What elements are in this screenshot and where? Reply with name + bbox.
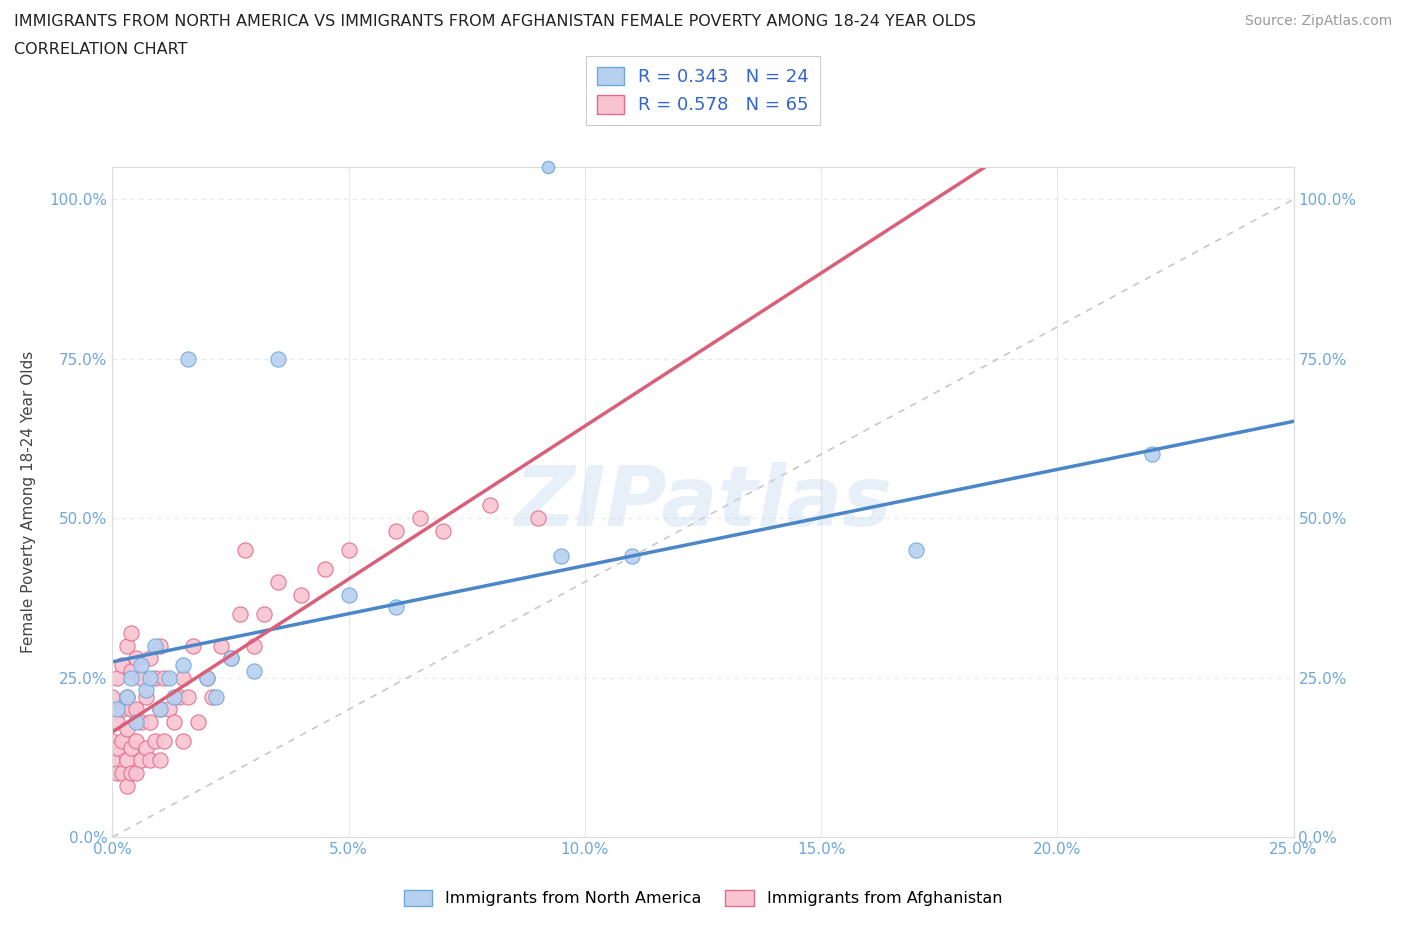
Point bbox=[253, 606, 276, 621]
Point bbox=[111, 702, 134, 717]
Point bbox=[153, 734, 176, 749]
Point bbox=[115, 778, 138, 793]
Y-axis label: Female Poverty Among 18-24 Year Olds: Female Poverty Among 18-24 Year Olds bbox=[21, 352, 35, 654]
Point bbox=[172, 671, 194, 685]
Point bbox=[195, 671, 218, 685]
Point bbox=[115, 721, 138, 736]
Point bbox=[105, 740, 128, 755]
Point bbox=[120, 664, 142, 679]
Point bbox=[101, 734, 124, 749]
Point bbox=[101, 753, 124, 768]
Point bbox=[105, 702, 128, 717]
Point bbox=[186, 715, 208, 730]
Point bbox=[149, 638, 172, 653]
Point bbox=[157, 702, 180, 717]
Point bbox=[219, 651, 242, 666]
Point bbox=[149, 753, 172, 768]
Point bbox=[111, 734, 134, 749]
Point bbox=[120, 626, 142, 641]
Text: Source: ZipAtlas.com: Source: ZipAtlas.com bbox=[1244, 14, 1392, 28]
Point bbox=[385, 600, 408, 615]
Legend: R = 0.343   N = 24, R = 0.578   N = 65: R = 0.343 N = 24, R = 0.578 N = 65 bbox=[586, 56, 820, 126]
Point bbox=[479, 498, 502, 512]
Point bbox=[139, 671, 162, 685]
Point bbox=[177, 689, 200, 704]
Text: CORRELATION CHART: CORRELATION CHART bbox=[14, 42, 187, 57]
Point bbox=[290, 587, 312, 602]
Text: IMMIGRANTS FROM NORTH AMERICA VS IMMIGRANTS FROM AFGHANISTAN FEMALE POVERTY AMON: IMMIGRANTS FROM NORTH AMERICA VS IMMIGRA… bbox=[14, 14, 976, 29]
Point bbox=[163, 689, 186, 704]
Legend: Immigrants from North America, Immigrants from Afghanistan: Immigrants from North America, Immigrant… bbox=[396, 884, 1010, 912]
Point bbox=[115, 753, 138, 768]
Point bbox=[201, 689, 224, 704]
Point bbox=[115, 638, 138, 653]
Point bbox=[621, 549, 644, 564]
Point bbox=[209, 638, 232, 653]
Point bbox=[105, 765, 128, 780]
Point bbox=[233, 542, 256, 557]
Point bbox=[526, 511, 548, 525]
Point bbox=[115, 689, 138, 704]
Point bbox=[125, 765, 148, 780]
Point bbox=[163, 715, 186, 730]
Point bbox=[243, 664, 266, 679]
Point bbox=[139, 715, 162, 730]
Point bbox=[219, 651, 242, 666]
Point bbox=[143, 638, 166, 653]
Point bbox=[135, 689, 157, 704]
Point bbox=[105, 715, 128, 730]
Point bbox=[143, 734, 166, 749]
Point bbox=[337, 587, 360, 602]
Point bbox=[149, 702, 172, 717]
Point bbox=[111, 658, 134, 672]
Point bbox=[135, 740, 157, 755]
Point bbox=[101, 689, 124, 704]
Point bbox=[120, 702, 142, 717]
Point bbox=[129, 671, 152, 685]
Point bbox=[337, 542, 360, 557]
Point bbox=[408, 511, 430, 525]
Point bbox=[135, 683, 157, 698]
Point bbox=[120, 765, 142, 780]
Point bbox=[167, 689, 190, 704]
Point bbox=[105, 671, 128, 685]
Point bbox=[550, 549, 572, 564]
Point bbox=[1140, 447, 1163, 462]
Point bbox=[177, 352, 200, 366]
Point bbox=[120, 740, 142, 755]
Point bbox=[157, 671, 180, 685]
Point bbox=[115, 689, 138, 704]
Point bbox=[111, 765, 134, 780]
Point bbox=[172, 658, 194, 672]
Point bbox=[149, 702, 172, 717]
Point bbox=[153, 671, 176, 685]
Point bbox=[229, 606, 252, 621]
Point bbox=[172, 734, 194, 749]
Point bbox=[243, 638, 266, 653]
Point bbox=[129, 753, 152, 768]
Point bbox=[129, 658, 152, 672]
Point bbox=[125, 734, 148, 749]
Point bbox=[432, 524, 454, 538]
Point bbox=[314, 562, 336, 577]
Point bbox=[205, 689, 228, 704]
Point bbox=[139, 651, 162, 666]
Point bbox=[139, 753, 162, 768]
Point bbox=[120, 671, 142, 685]
Point bbox=[125, 715, 148, 730]
Point bbox=[125, 702, 148, 717]
Point bbox=[904, 542, 927, 557]
Point bbox=[537, 160, 560, 175]
Point bbox=[267, 575, 290, 590]
Point bbox=[129, 715, 152, 730]
Point bbox=[181, 638, 204, 653]
Point bbox=[267, 352, 290, 366]
Point bbox=[125, 651, 148, 666]
Point bbox=[195, 671, 218, 685]
Point bbox=[143, 671, 166, 685]
Text: ZIPatlas: ZIPatlas bbox=[515, 461, 891, 543]
Point bbox=[385, 524, 408, 538]
